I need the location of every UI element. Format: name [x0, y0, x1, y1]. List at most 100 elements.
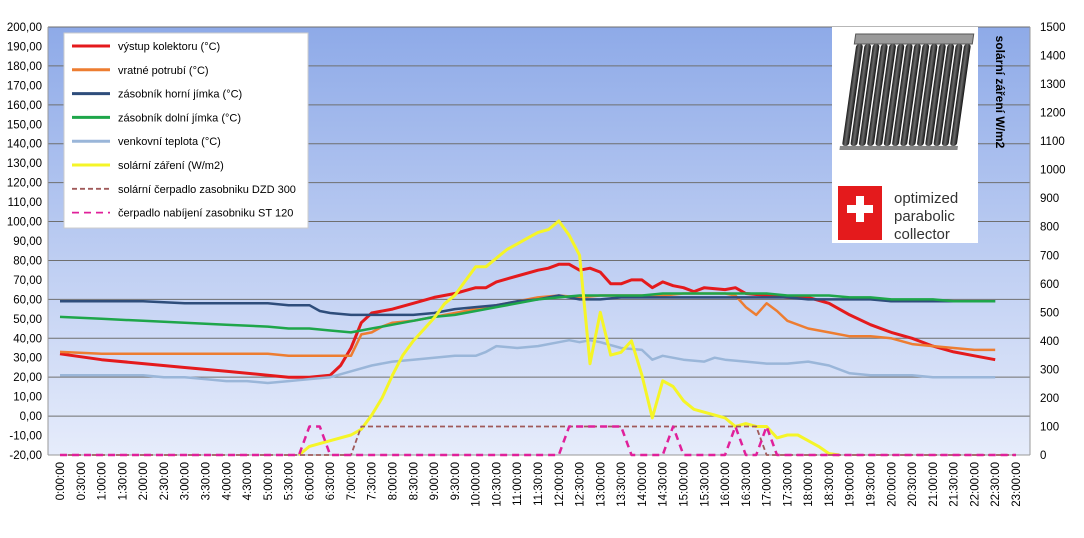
right-tick-label: 1500: [1040, 22, 1066, 34]
x-tick-label: 14:00:00: [637, 462, 649, 507]
x-tick-label: 13:00:00: [595, 462, 607, 507]
right-tick-label: 600: [1040, 279, 1059, 291]
left-tick-label: 150,00: [7, 119, 42, 131]
x-tick-label: 7:00:00: [346, 462, 358, 500]
x-tick-label: 17:30:00: [782, 462, 794, 507]
right-tick-label: 900: [1040, 193, 1059, 205]
right-axis: 0 100 200 300 400 500 600 700 800 900 1000 1100 1200…: [1040, 22, 1066, 462]
right-tick-label: 1300: [1040, 79, 1066, 91]
legend-label: venkovní teplota (°C): [118, 136, 221, 148]
left-tick-label: -20,00: [9, 450, 42, 462]
right-tick-label: 1000: [1040, 165, 1066, 177]
collector-tube: [908, 44, 930, 146]
x-tick-label: 22:00:00: [969, 462, 981, 507]
x-tick-label: 8:00:00: [388, 462, 400, 500]
right-tick-label: 0: [1040, 450, 1046, 462]
legend-label: čerpadlo nabíjení zasobniku ST 120: [118, 208, 293, 220]
x-tick-label: 14:30:00: [658, 462, 670, 507]
series-line-8: [60, 425, 1016, 457]
left-tick-label: -10,00: [9, 431, 42, 443]
x-tick-label: 4:00:00: [221, 462, 233, 500]
x-tick-label: 3:00:00: [180, 462, 192, 500]
left-tick-label: 70,00: [13, 275, 42, 287]
right-tick-label: 700: [1040, 250, 1059, 262]
collector-tube: [875, 44, 896, 146]
x-tick-label: 13:30:00: [616, 462, 628, 507]
left-tick-label: 190,00: [7, 41, 42, 53]
x-tick-label: 10:30:00: [491, 462, 503, 507]
x-tick-label: 16:00:00: [720, 462, 732, 507]
collector-tube: [858, 44, 880, 146]
x-tick-label: 9:30:00: [450, 462, 462, 500]
x-tick-label: 22:30:00: [990, 462, 1002, 507]
left-tick-label: 140,00: [7, 139, 42, 151]
x-tick-label: 7:30:00: [367, 462, 379, 500]
right-tick-label: 1100: [1040, 136, 1065, 148]
logo-line-1: optimized: [894, 190, 958, 207]
x-tick-label: 16:30:00: [741, 462, 753, 507]
x-tick-label: 20:30:00: [907, 462, 919, 507]
legend-label: solární čerpadlo zasobniku DZD 300: [118, 184, 296, 196]
x-tick-label: 21:30:00: [949, 462, 961, 507]
left-tick-label: 30,00: [13, 353, 42, 365]
legend-label: vratné potrubí (°C): [118, 65, 209, 77]
left-tick-label: 80,00: [13, 255, 42, 267]
left-axis: -20,00 -10,00 0,00 10,00 20,00 30,00 40,00 50,0…: [7, 22, 42, 462]
series-line-6: [298, 219, 840, 457]
collector-tube: [941, 44, 963, 146]
logo-line-3: collector: [894, 226, 950, 243]
collector-icon: [839, 33, 975, 150]
x-tick-label: 0:00:00: [55, 462, 67, 500]
collector-tube: [900, 44, 921, 146]
logo-line-2: parabolic: [894, 208, 955, 225]
collector-tube: [842, 44, 863, 146]
x-tick-label: 15:30:00: [699, 462, 711, 507]
x-tick-label: 4:30:00: [242, 462, 254, 500]
x-tick-label: 10:00:00: [471, 462, 483, 507]
legend-label: zásobník horní jímka (°C): [118, 89, 242, 101]
left-tick-label: 40,00: [13, 333, 42, 345]
x-tick-label: 19:30:00: [866, 462, 878, 507]
x-tick-label: 23:00:00: [1011, 462, 1023, 507]
left-tick-label: 100,00: [7, 217, 42, 229]
left-tick-label: 10,00: [13, 392, 42, 404]
x-axis: 0:00:00 0:30:00 1:00:00 1:30:00 2:00:00 2:30:…: [55, 462, 1023, 507]
left-tick-label: 90,00: [13, 236, 42, 248]
x-tick-label: 9:00:00: [429, 462, 441, 500]
x-tick-label: 6:00:00: [304, 462, 316, 500]
x-tick-label: 12:30:00: [575, 462, 587, 507]
cross-horizontal: [847, 205, 873, 213]
left-tick-label: 120,00: [7, 178, 42, 190]
legend-label: zásobník dolní jímka (°C): [118, 112, 241, 124]
collector-tube: [917, 44, 938, 146]
x-tick-label: 15:00:00: [678, 462, 690, 507]
left-tick-label: 110,00: [8, 197, 42, 209]
product-image: optimized parabolic collector: [832, 27, 978, 243]
right-tick-label: 1400: [1040, 51, 1066, 63]
collector-tube: [950, 44, 971, 146]
x-tick-label: 2:00:00: [138, 462, 150, 500]
x-tick-label: 18:30:00: [824, 462, 836, 507]
x-tick-label: 6:30:00: [325, 462, 337, 500]
x-tick-label: 18:00:00: [803, 462, 815, 507]
x-tick-label: 0:30:00: [76, 462, 88, 500]
right-tick-label: 1200: [1040, 108, 1066, 120]
right-tick-label: 300: [1040, 364, 1059, 376]
right-tick-label: 800: [1040, 222, 1059, 234]
x-tick-label: 1:30:00: [117, 462, 129, 500]
right-tick-label: 400: [1040, 336, 1059, 348]
left-tick-label: 170,00: [7, 80, 42, 92]
collector-tube: [850, 44, 872, 146]
left-tick-label: 20,00: [13, 372, 42, 384]
right-axis-label: solární záření W/m2: [993, 36, 1007, 149]
series-lines: [59, 219, 1016, 457]
x-tick-label: 5:30:00: [284, 462, 296, 500]
left-tick-label: 0,00: [20, 411, 42, 423]
left-tick-label: 130,00: [7, 158, 42, 170]
left-tick-label: 50,00: [13, 314, 42, 326]
collector-tube: [933, 44, 955, 146]
left-tick-label: 60,00: [13, 294, 42, 306]
x-tick-label: 12:00:00: [554, 462, 566, 507]
x-tick-label: 17:00:00: [762, 462, 774, 507]
collector-tube: [883, 44, 905, 146]
